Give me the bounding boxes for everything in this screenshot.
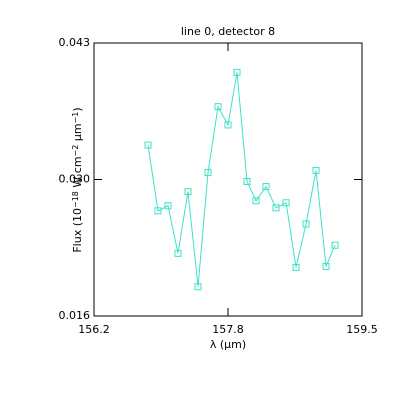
y-axis-label-part: Flux (10 <box>71 208 84 253</box>
data-line <box>147 72 336 287</box>
data-point <box>322 262 330 270</box>
data-point <box>154 207 162 215</box>
data-point <box>252 197 260 205</box>
data-point <box>164 202 172 210</box>
data-point <box>214 103 222 111</box>
x-tick-label: 156.2 <box>78 323 110 336</box>
data-point <box>194 283 202 291</box>
y-axis-label-part: −1 <box>71 112 80 124</box>
data-point <box>174 249 182 257</box>
data-point <box>312 166 320 174</box>
data-point <box>233 68 241 76</box>
data-point <box>302 220 310 228</box>
y-tick-label: 0.016 <box>59 309 91 322</box>
plot-frame <box>93 42 363 317</box>
x-tick-label: 159.5 <box>346 323 378 336</box>
y-tick-label: 0.030 <box>59 173 91 186</box>
data-point <box>282 199 290 207</box>
data-point <box>262 183 270 191</box>
y-axis-label-part: ) <box>71 107 84 111</box>
chart-title: line 0, detector 8 <box>181 25 275 38</box>
data-point <box>184 188 192 196</box>
y-axis-label-part: μm <box>71 123 84 144</box>
data-point <box>292 263 300 271</box>
data-point <box>204 168 212 176</box>
data-point <box>144 141 152 149</box>
y-axis-label-part: −18 <box>71 191 80 208</box>
data-point <box>224 121 232 129</box>
y-axis-label: Flux (10−18 W cm−2 μm−1) <box>71 107 84 252</box>
data-point <box>331 241 339 249</box>
x-tick-label: 157.8 <box>212 323 244 336</box>
x-axis-label: λ (μm) <box>210 338 246 351</box>
data-point <box>272 204 280 212</box>
y-axis-label-part: −2 <box>71 145 80 157</box>
data-point <box>243 178 251 186</box>
y-axis-label-part: W cm <box>71 156 84 191</box>
y-tick-label: 0.043 <box>59 36 91 49</box>
